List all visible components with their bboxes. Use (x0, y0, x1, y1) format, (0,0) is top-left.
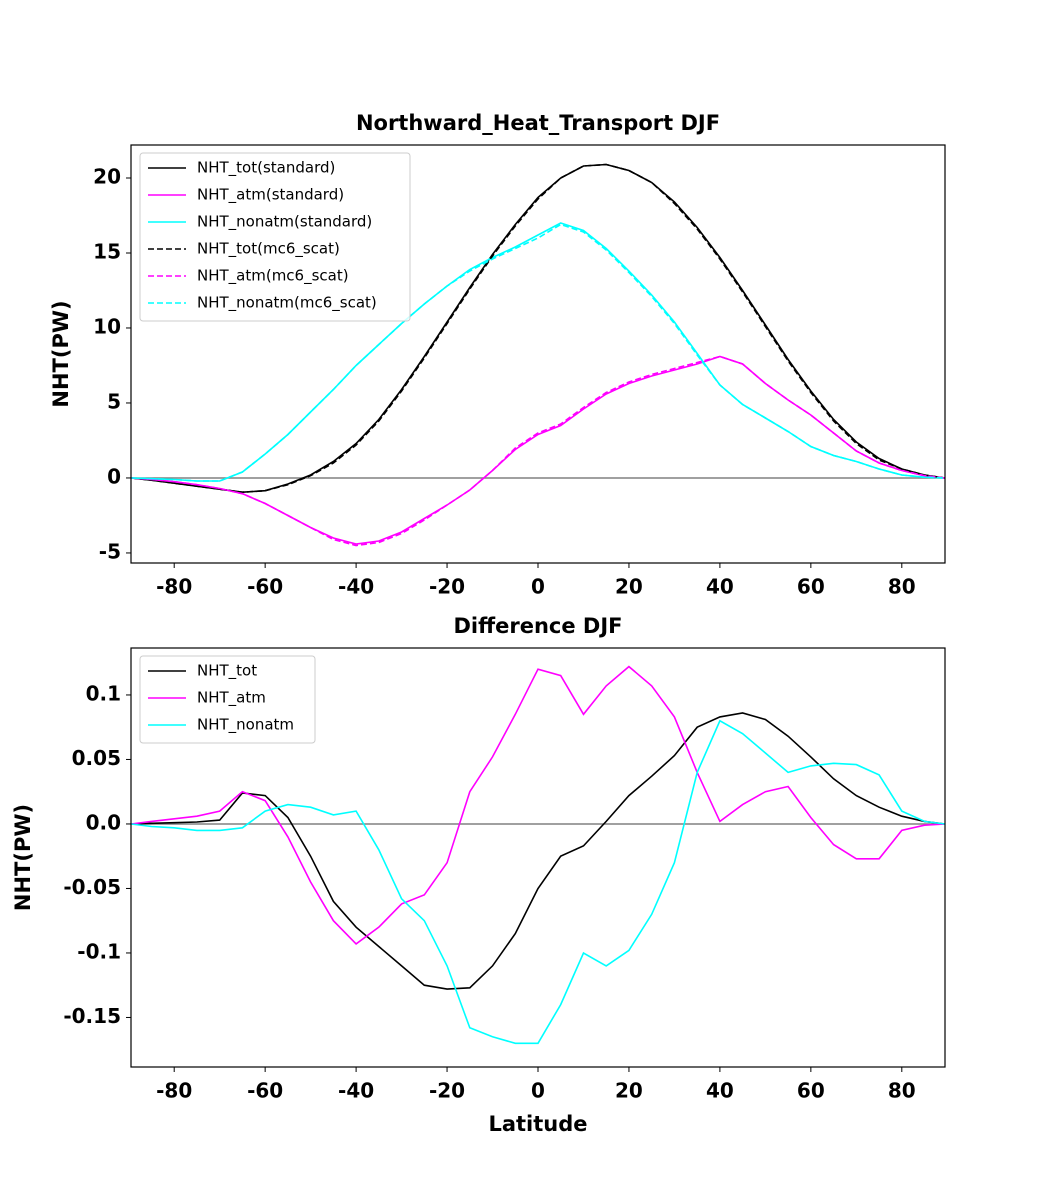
legend-label: NHT_atm (197, 689, 266, 708)
legend-box (139, 655, 316, 744)
chart-title: Difference DJF (453, 614, 622, 638)
y-tick-label: -0.05 (63, 875, 121, 899)
legend-label: NHT_nonatm(standard) (197, 213, 372, 232)
legend-label: NHT_tot(standard) (197, 159, 335, 178)
series-line (131, 163, 945, 494)
series-line (131, 355, 945, 545)
y-tick-label: 10 (93, 314, 121, 338)
y-tick-label: 0.1 (86, 681, 121, 705)
x-tick-label: 80 (888, 575, 916, 599)
series-line (131, 665, 945, 945)
x-tick-label: -20 (429, 1079, 465, 1103)
y-tick-label: -0.1 (77, 939, 121, 963)
x-tick-label: -60 (247, 1079, 283, 1103)
chart-title: Northward_Heat_Transport DJF (356, 111, 720, 135)
y-tick-label: -5 (99, 539, 121, 563)
y-axis-label: NHT(PW) (49, 300, 73, 407)
x-axis-label: Latitude (488, 1112, 587, 1136)
x-tick-label: 60 (797, 1079, 825, 1103)
y-axis-label: NHT(PW) (11, 804, 35, 911)
x-tick-label: -20 (429, 575, 465, 599)
x-tick-label: 40 (706, 575, 734, 599)
legend-label: NHT_tot(mc6_scat) (197, 240, 340, 259)
axes-frame (130, 144, 946, 564)
series-line (131, 719, 945, 1045)
legend-label: NHT_nonatm(mc6_scat) (197, 294, 377, 313)
x-tick-label: 0 (531, 575, 545, 599)
x-tick-label: -60 (247, 575, 283, 599)
y-tick-label: 0.0 (86, 810, 121, 834)
x-tick-label: -40 (338, 575, 374, 599)
x-tick-label: 40 (706, 1079, 734, 1103)
y-tick-label: 5 (107, 389, 121, 413)
series-line (131, 355, 945, 547)
x-tick-label: -40 (338, 1079, 374, 1103)
y-tick-label: 20 (93, 164, 121, 188)
x-tick-label: 80 (888, 1079, 916, 1103)
legend-label: NHT_tot (197, 662, 257, 681)
legend-label: NHT_atm(standard) (197, 186, 344, 205)
x-tick-label: 20 (615, 1079, 643, 1103)
x-tick-label: -80 (156, 575, 192, 599)
series-line (131, 223, 945, 482)
x-tick-label: -80 (156, 1079, 192, 1103)
x-tick-label: 0 (531, 1079, 545, 1103)
y-tick-label: -0.15 (63, 1004, 121, 1028)
plot: Northward_Heat_Transport DJF NHT(PW) -80 -6… (49, 111, 946, 599)
legend-label: NHT_atm(mc6_scat) (197, 267, 349, 286)
legend-box (139, 152, 411, 322)
legend-label: NHT_nonatm (197, 716, 294, 735)
plot: Difference DJF Latitude NHT(PW) -80 -60 -40 -2… (11, 614, 946, 1136)
y-tick-label: 0.05 (72, 746, 121, 770)
x-tick-label: 60 (797, 575, 825, 599)
y-tick-label: 0 (107, 464, 121, 488)
series-line (131, 712, 945, 990)
axes-frame (130, 647, 946, 1068)
x-tick-label: 20 (615, 575, 643, 599)
y-tick-label: 15 (93, 239, 121, 263)
